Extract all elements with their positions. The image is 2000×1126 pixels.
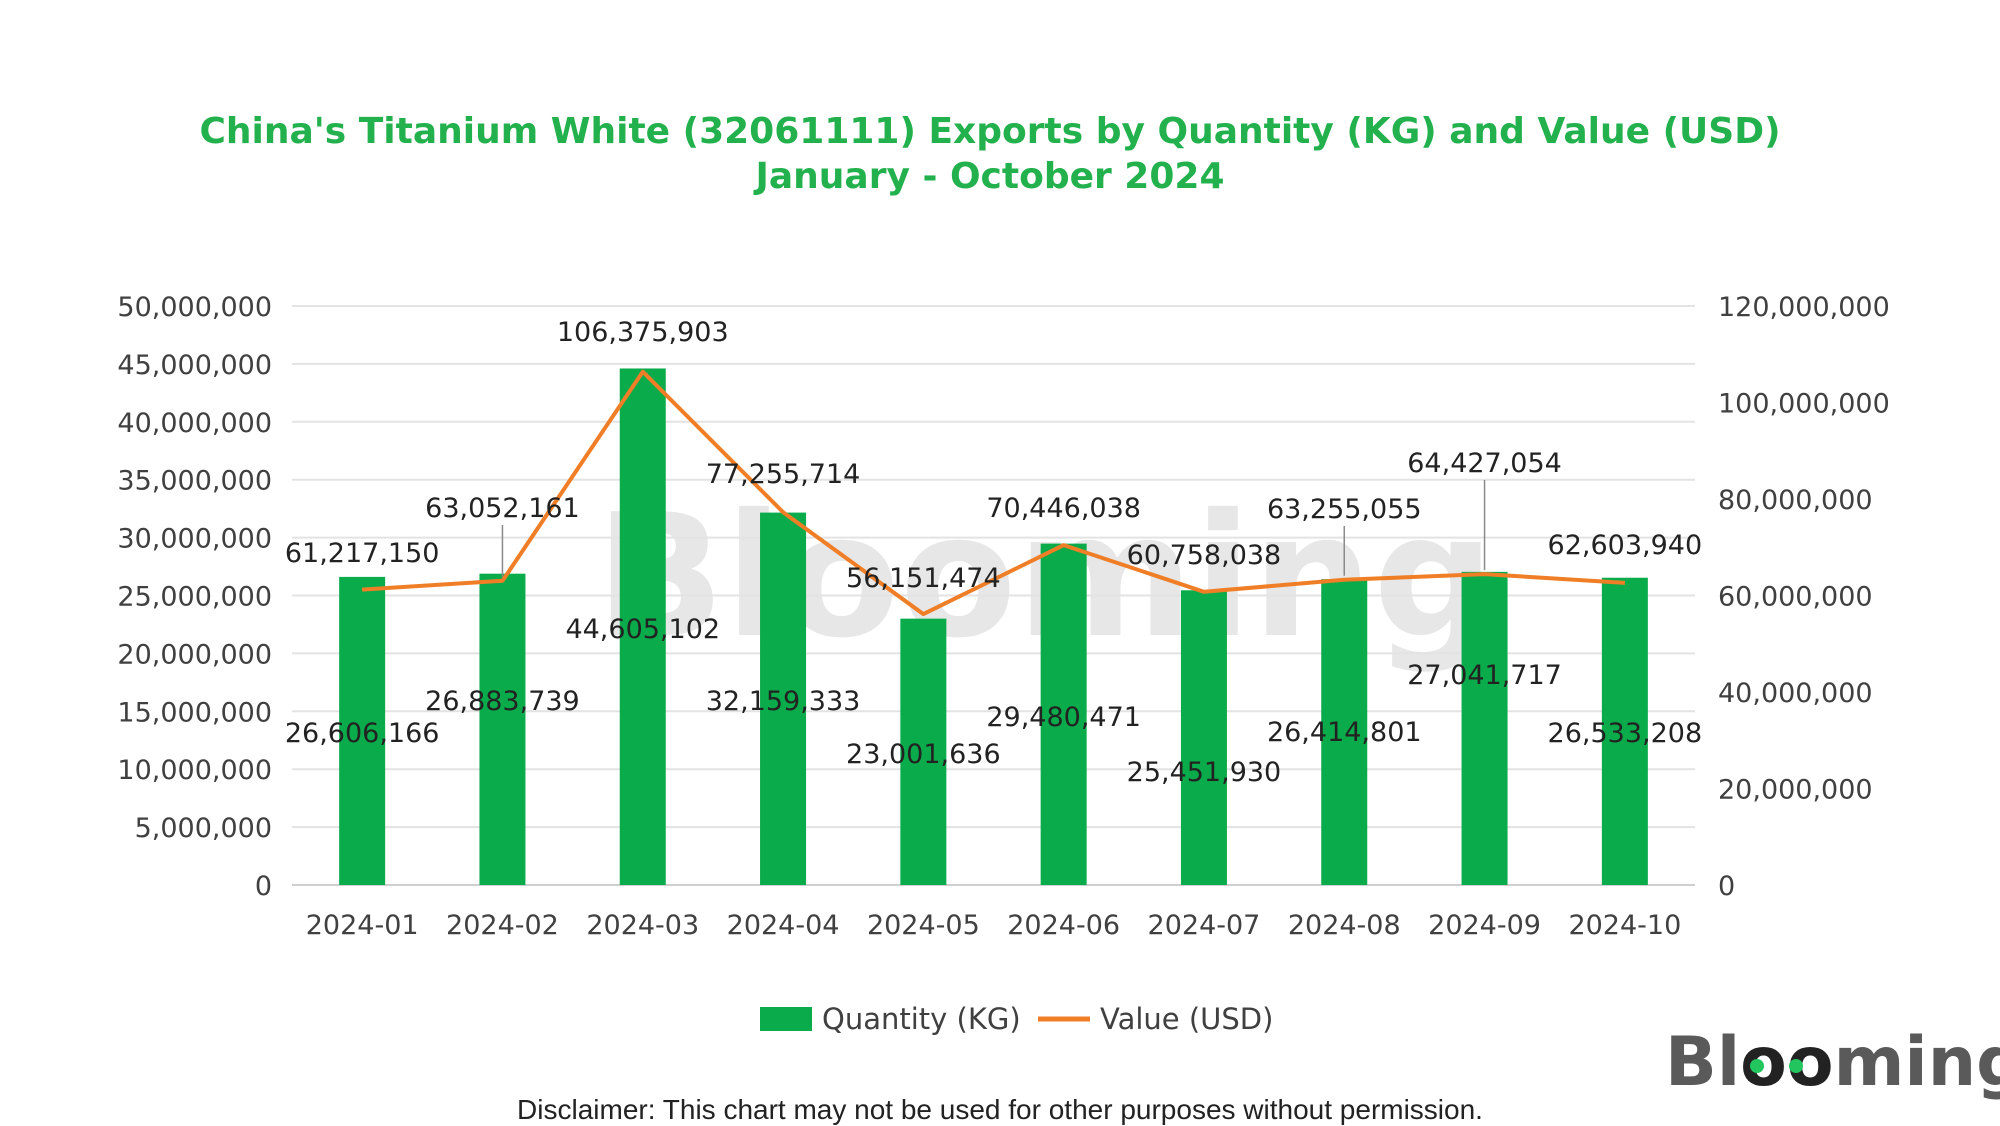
- category-label: 2024-05: [867, 910, 980, 941]
- quantity-bar: [900, 618, 947, 885]
- left-tick-label: 5,000,000: [135, 813, 272, 844]
- quantity-bars: [339, 368, 1648, 886]
- right-tick-label: 0: [1718, 871, 1735, 902]
- value-data-label: 56,151,474: [846, 563, 1001, 594]
- category-label: 2024-04: [727, 910, 840, 941]
- right-tick-label: 100,000,000: [1718, 389, 1890, 420]
- quantity-data-label: 26,883,739: [425, 686, 580, 717]
- value-data-label: 77,255,714: [706, 459, 861, 490]
- legend: Quantity (KG) Value (USD): [760, 1002, 1273, 1036]
- quantity-bar: [1461, 571, 1508, 885]
- quantity-data-label: 26,533,208: [1548, 718, 1703, 749]
- legend-label-value: Value (USD): [1100, 1002, 1273, 1036]
- right-tick-label: 80,000,000: [1718, 485, 1873, 516]
- chart-subtitle: January - October 2024: [752, 156, 1224, 197]
- category-label: 2024-08: [1288, 910, 1401, 941]
- quantity-bar: [1040, 543, 1087, 885]
- left-tick-label: 20,000,000: [117, 639, 272, 670]
- category-label: 2024-02: [446, 910, 559, 941]
- quantity-bar: [479, 573, 526, 885]
- right-tick-label: 60,000,000: [1718, 582, 1873, 613]
- grid-lines: [292, 305, 1695, 886]
- category-label: 2024-10: [1568, 910, 1681, 941]
- category-label: 2024-06: [1007, 910, 1120, 941]
- value-data-label: 63,255,055: [1267, 494, 1422, 525]
- quantity-data-label: 26,414,801: [1267, 717, 1422, 748]
- quantity-data-label: 23,001,636: [846, 739, 1001, 770]
- logo-text: Blooming: [1665, 1023, 2000, 1102]
- quantity-bar: [339, 576, 386, 885]
- quantity-bar: [760, 512, 807, 885]
- quantity-data-label: 25,451,930: [1127, 757, 1282, 788]
- chart-title: China's Titanium White (32061111) Export…: [199, 111, 1780, 152]
- blooming-logo: Blooming: [1665, 1023, 2000, 1102]
- left-tick-label: 45,000,000: [117, 350, 272, 381]
- disclaimer: Disclaimer: This chart may not be used f…: [517, 1094, 1483, 1125]
- value-data-label: 62,603,940: [1548, 530, 1703, 561]
- right-axis: 0 20,000,000 40,000,000 60,000,000 80,000,00…: [1718, 292, 1890, 902]
- value-data-label: 64,427,054: [1407, 448, 1562, 479]
- leader-lines: [501, 480, 1486, 577]
- right-tick-label: 20,000,000: [1718, 775, 1873, 806]
- category-label: 2024-01: [306, 910, 419, 941]
- logo-eye-icon-left: [1750, 1059, 1764, 1073]
- category-label: 2024-03: [586, 910, 699, 941]
- value-data-label: 70,446,038: [986, 493, 1141, 524]
- left-tick-label: 25,000,000: [117, 582, 272, 613]
- quantity-data-label: 29,480,471: [986, 702, 1141, 733]
- value-line-series: [361, 369, 1626, 617]
- right-tick-label: 120,000,000: [1718, 292, 1890, 323]
- category-label: 2024-09: [1428, 910, 1541, 941]
- quantity-data-label: 27,041,717: [1407, 660, 1562, 691]
- quantity-bar: [1180, 590, 1227, 885]
- right-tick-label: 40,000,000: [1718, 678, 1873, 709]
- value-data-label: 106,375,903: [557, 317, 729, 348]
- legend-label-quantity: Quantity (KG): [822, 1002, 1021, 1036]
- left-tick-label: 40,000,000: [117, 408, 272, 439]
- left-tick-label: 15,000,000: [117, 697, 272, 728]
- quantity-data-label: 44,605,102: [565, 614, 720, 645]
- value-line: [361, 369, 1626, 617]
- value-data-labels: 61,217,150 63,052,161 106,375,903 77,255,71…: [285, 317, 1702, 594]
- category-label: 2024-07: [1148, 910, 1261, 941]
- quantity-bar: [1321, 579, 1368, 885]
- logo-eye-icon-right: [1789, 1059, 1803, 1073]
- value-data-label: 61,217,150: [285, 538, 440, 569]
- left-tick-label: 0: [255, 871, 272, 902]
- left-tick-label: 50,000,000: [117, 292, 272, 323]
- value-data-label: 63,052,161: [425, 493, 580, 524]
- quantity-data-label: 32,159,333: [706, 686, 861, 717]
- value-data-label: 60,758,038: [1127, 540, 1282, 571]
- quantity-bar: [1601, 577, 1648, 885]
- quantity-bar: [619, 368, 666, 886]
- left-tick-label: 35,000,000: [117, 466, 272, 497]
- left-tick-label: 10,000,000: [117, 755, 272, 786]
- quantity-data-label: 26,606,166: [285, 718, 440, 749]
- left-tick-label: 30,000,000: [117, 524, 272, 555]
- category-axis: 2024-01 2024-02 2024-03 2024-04 2024-05 2024-…: [306, 910, 1682, 941]
- legend-swatch-quantity: [760, 1007, 812, 1031]
- left-axis: 0 5,000,000 10,000,000 15,000,000 20,000,000…: [117, 292, 272, 902]
